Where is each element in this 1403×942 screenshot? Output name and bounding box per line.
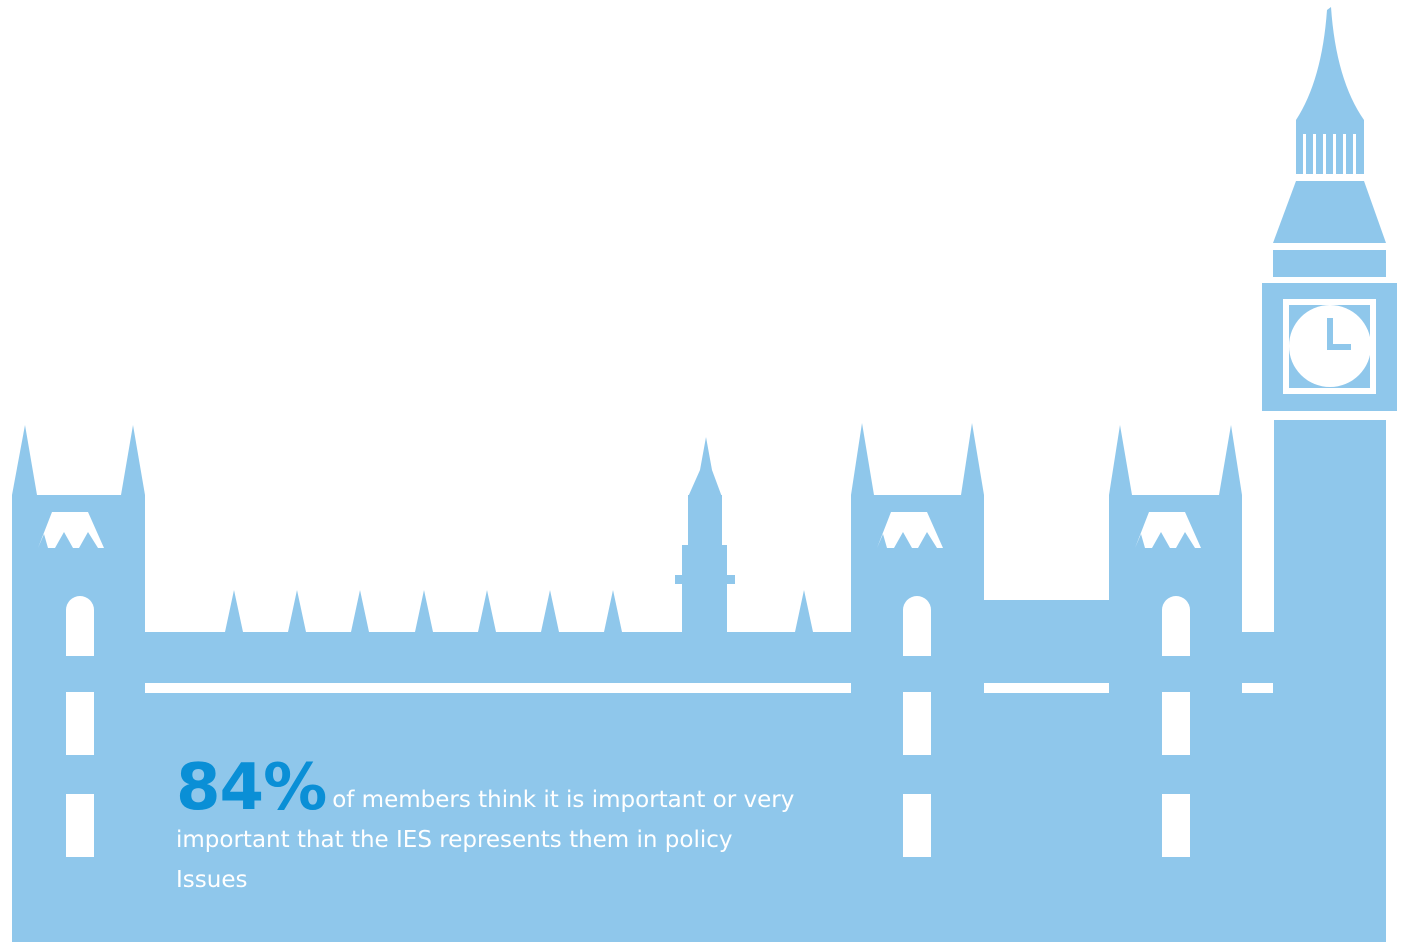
stat-value: 84%	[176, 751, 327, 825]
stat-text: of members think it is important or very…	[176, 787, 795, 893]
stat-caption: 84% of members think it is important or v…	[176, 756, 796, 900]
